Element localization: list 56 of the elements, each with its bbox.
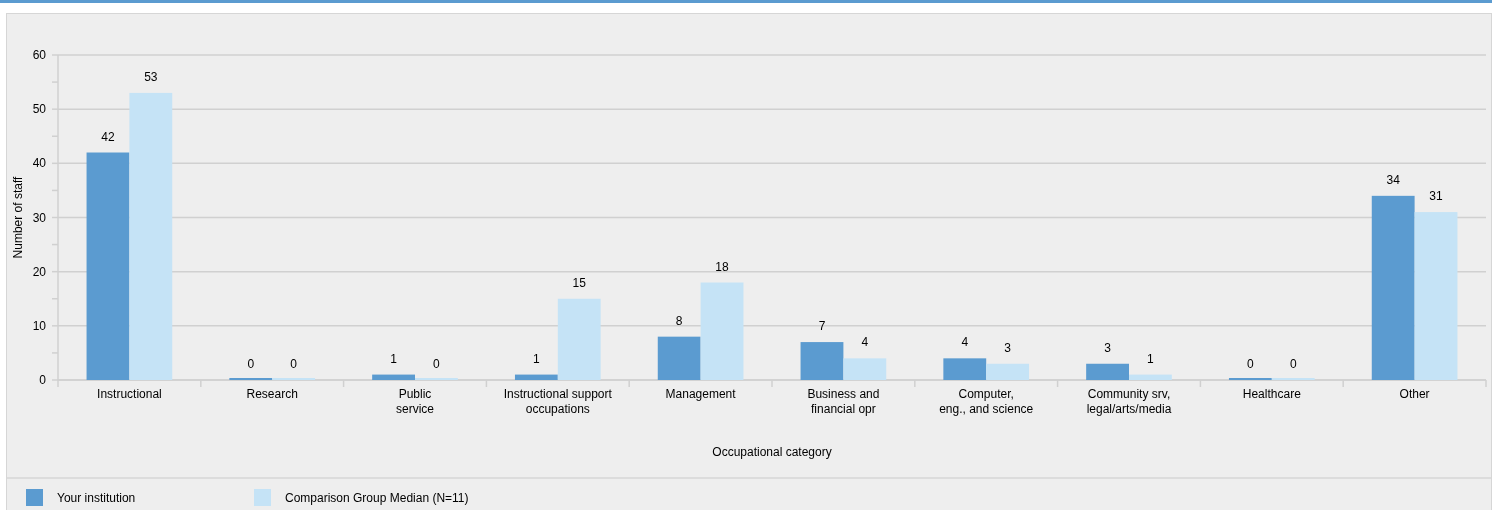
data-label: 34 [1386, 172, 1401, 187]
data-label: 1 [390, 351, 398, 366]
y-tick-label: 60 [32, 48, 47, 62]
data-label: 1 [1147, 351, 1155, 366]
y-axis-title: Number of staff [11, 175, 25, 259]
x-tick-label: Instructional support occupations [503, 387, 613, 416]
bar [657, 336, 701, 380]
y-tick-label: 0 [39, 373, 47, 387]
data-label: 0 [1289, 357, 1297, 371]
y-tick-label: 10 [32, 318, 47, 333]
x-tick-label: Community srv, legal/arts/media [1086, 387, 1172, 416]
data-label: 53 [144, 69, 158, 84]
x-tick-label: Other [1399, 387, 1430, 401]
bar [1371, 195, 1415, 380]
data-label: 0 [290, 357, 298, 371]
bar [514, 374, 558, 380]
data-label: 3 [1004, 340, 1012, 355]
bar [372, 374, 415, 380]
x-tick-label: Healthcare [1242, 387, 1302, 401]
x-tick-label: Management [665, 387, 737, 401]
data-label: 31 [1429, 189, 1444, 204]
data-label: 4 [861, 335, 869, 350]
data-label: 0 [247, 357, 255, 371]
bar [1129, 374, 1172, 380]
bar [800, 342, 844, 380]
x-tick-label: Business and financial opr [807, 387, 880, 416]
y-tick-label: 30 [32, 210, 47, 225]
data-label: 8 [675, 313, 683, 328]
data-label: 0 [1247, 357, 1255, 371]
bar [557, 298, 601, 380]
data-label: 1 [533, 351, 541, 366]
data-label: 15 [572, 275, 587, 290]
bar [1414, 212, 1458, 380]
x-tick-label: Instructional [97, 387, 162, 401]
y-tick-label: 40 [32, 156, 47, 171]
bar [86, 152, 130, 380]
data-label: 7 [818, 319, 826, 334]
data-label: 4 [961, 335, 969, 350]
x-axis-title: Occupational category [712, 445, 832, 459]
x-tick-label: Research [246, 387, 298, 401]
legend-label: Comparison Group Median (N=11) [285, 491, 469, 505]
data-label: 0 [433, 357, 441, 371]
x-tick-label: Public service [395, 387, 435, 416]
bar [986, 363, 1030, 380]
x-tick-label: Computer, eng., and science [939, 387, 1034, 416]
data-label: 3 [1104, 340, 1112, 355]
legend-label: Your institution [57, 491, 136, 505]
y-tick-label: 50 [32, 102, 47, 117]
data-label: 42 [101, 129, 115, 144]
bar [1086, 363, 1129, 380]
bar [700, 282, 744, 380]
bar [129, 92, 173, 380]
bar [943, 358, 987, 380]
data-label: 18 [715, 259, 730, 274]
y-tick-label: 20 [32, 264, 47, 279]
bar [843, 358, 887, 380]
